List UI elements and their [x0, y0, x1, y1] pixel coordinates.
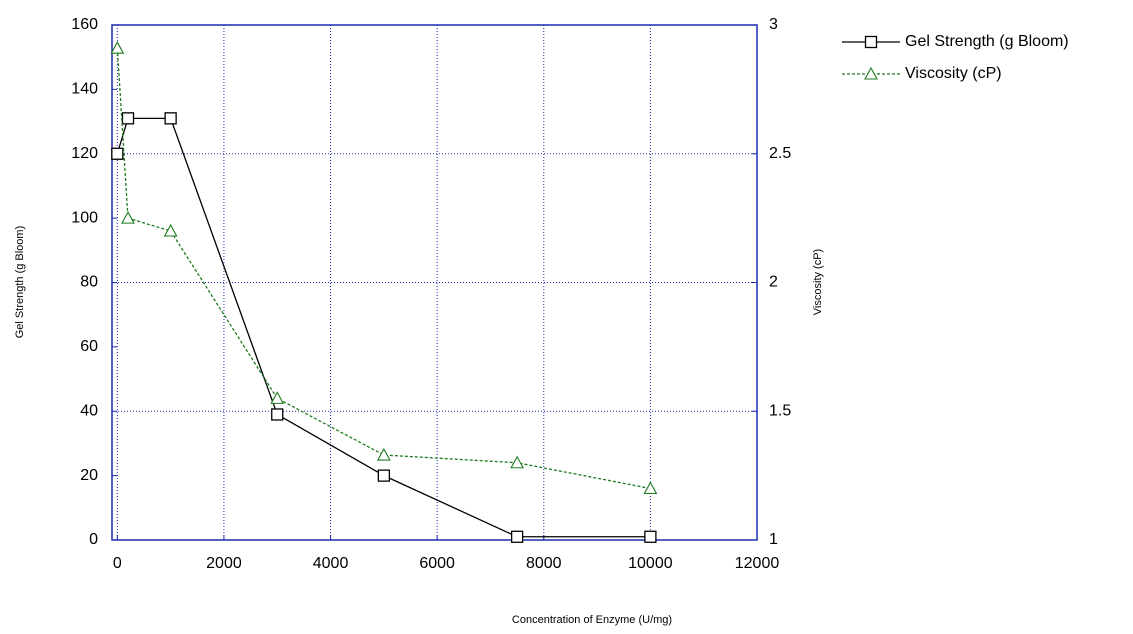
y-tick-label: 80 — [80, 274, 98, 291]
data-point — [121, 112, 135, 125]
data-point — [377, 469, 391, 482]
data-point — [510, 530, 524, 543]
series-line — [116, 48, 651, 490]
data-point — [164, 112, 177, 125]
data-point — [111, 147, 124, 160]
x-tick-label: 8000 — [526, 555, 562, 572]
data-point — [643, 481, 658, 495]
data-point — [644, 530, 657, 543]
y2-axis-label: Viscosity (cP) — [812, 249, 824, 315]
y-axis-label: Gel Strength (g Bloom) — [14, 226, 26, 339]
x-tick-label: 2000 — [206, 555, 242, 572]
y-tick-label: 0 — [89, 531, 98, 548]
data-point — [376, 447, 391, 461]
y2-tick-label: 2 — [769, 274, 778, 291]
y2-tick-label: 3 — [769, 16, 778, 33]
y-tick-label: 20 — [80, 467, 98, 484]
data-point — [121, 210, 135, 224]
x-tick-label: 6000 — [419, 555, 455, 572]
legend-label: Viscosity (cP) — [905, 65, 1002, 82]
y2-tick-label: 2.5 — [769, 145, 791, 162]
y-tick-label: 60 — [80, 338, 98, 355]
x-tick-label: 4000 — [313, 555, 349, 572]
data-point — [110, 41, 125, 54]
legend-marker — [864, 66, 878, 80]
x-tick-label: 0 — [113, 555, 122, 572]
y-tick-label: 140 — [71, 81, 98, 98]
data-point — [163, 223, 178, 237]
x-tick-label: 12000 — [735, 555, 780, 572]
y-tick-label: 100 — [71, 209, 98, 226]
legend-marker — [864, 35, 878, 49]
data-point — [510, 455, 525, 469]
y-tick-label: 40 — [80, 402, 98, 419]
y2-tick-label: 1 — [769, 531, 778, 548]
data-point — [271, 408, 284, 421]
legend-label: Gel Strength (g Bloom) — [905, 33, 1069, 50]
data-point — [270, 391, 285, 404]
x-axis-label: Concentration of Enzyme (U/mg) — [512, 614, 672, 626]
y-tick-label: 160 — [71, 16, 98, 33]
y2-tick-label: 1.5 — [769, 402, 791, 419]
x-tick-label: 10000 — [628, 555, 673, 572]
y-tick-label: 120 — [71, 145, 98, 162]
